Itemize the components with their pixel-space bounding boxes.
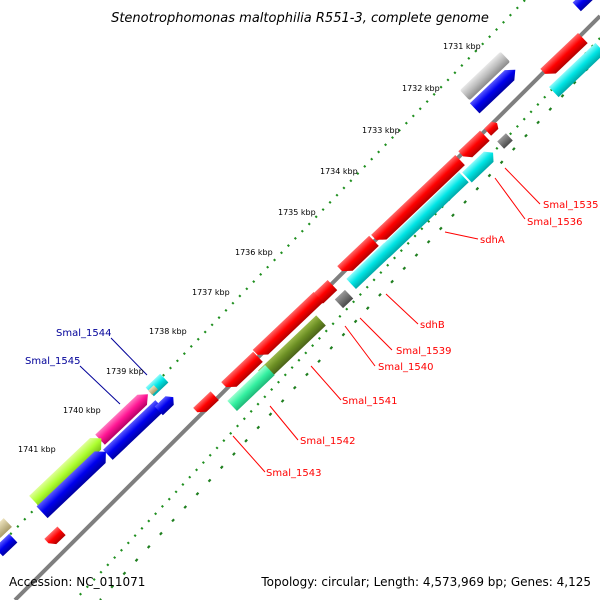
leader-smal-1539 — [359, 317, 393, 351]
leader-sdhb — [385, 293, 419, 325]
leader-smal-1545 — [79, 365, 121, 405]
feature-sdha[interactable] — [371, 154, 465, 245]
feature-forward-blue-top[interactable] — [469, 65, 520, 114]
feature-reverse-darkgray-b[interactable] — [334, 289, 354, 309]
feature-smal-1541[interactable] — [221, 351, 263, 392]
tick-1736: 1736 kbp — [235, 248, 273, 257]
leader-smal-1542 — [269, 405, 299, 441]
gene-label-smal-1545[interactable]: Smal_1545 — [25, 356, 80, 367]
leader-smal-1543 — [232, 435, 266, 473]
feature-smal-1543[interactable] — [193, 391, 219, 416]
gc-skew-track-dots — [74, 37, 600, 600]
tick-1740: 1740 kbp — [63, 406, 101, 415]
genome-summary-text: Topology: circular; Length: 4,573,969 bp… — [260, 575, 591, 589]
leader-sdha — [444, 231, 479, 240]
feature-reverse-red-low[interactable] — [44, 526, 66, 547]
feature-reverse-cyan-long-1[interactable] — [379, 172, 469, 258]
gene-label-sdhb[interactable]: sdhB — [420, 320, 445, 331]
feature-smal-1542-seafoam[interactable] — [227, 365, 275, 411]
tick-1734: 1734 kbp — [320, 167, 358, 176]
feature-forward-blue-edge-low[interactable] — [0, 533, 18, 557]
feature-forward-gray[interactable] — [460, 52, 510, 101]
feature-sdhb[interactable] — [337, 235, 379, 276]
feature-smal-1535[interactable] — [484, 120, 500, 136]
feature-smal-1544-tan[interactable] — [148, 385, 158, 395]
leader-smal-1536 — [494, 177, 526, 220]
leader-smal-1544 — [110, 337, 148, 376]
tick-1737: 1737 kbp — [192, 288, 230, 297]
feature-forward-blue-low[interactable] — [36, 446, 112, 519]
feature-reverse-cyan-top[interactable] — [548, 42, 600, 98]
tick-1738: 1738 kbp — [149, 327, 187, 336]
tick-1735: 1735 kbp — [278, 208, 316, 217]
feature-reverse-darkgray-a[interactable] — [497, 133, 513, 149]
feature-reverse-cyan-short[interactable] — [462, 148, 498, 183]
feature-smal-1536[interactable] — [458, 130, 490, 162]
accession-text: Accession: NC_011071 — [9, 575, 145, 589]
tick-1733: 1733 kbp — [362, 126, 400, 135]
gene-label-smal-1541[interactable]: Smal_1541 — [342, 396, 397, 407]
feature-smal-1542-olive[interactable] — [258, 315, 326, 381]
feature-forward-blue-edge[interactable] — [572, 0, 596, 12]
tick-1739: 1739 kbp — [106, 367, 144, 376]
tick-1732: 1732 kbp — [402, 84, 440, 93]
feature-forward-blue-small[interactable] — [154, 393, 178, 416]
feature-smal-1544[interactable] — [145, 373, 169, 397]
map-title: Stenotrophomonas maltophilia R551-3, com… — [111, 11, 489, 26]
feature-reverse-cyan-long-2[interactable] — [346, 243, 394, 289]
feature-smal-1540[interactable] — [252, 292, 324, 360]
tick-1731: 1731 kbp — [443, 42, 481, 51]
gene-label-smal-1540[interactable]: Smal_1540 — [378, 362, 433, 373]
gene-label-smal-1539[interactable]: Smal_1539 — [396, 346, 451, 357]
leader-smal-1535 — [504, 167, 541, 205]
gene-label-smal-1542[interactable]: Smal_1542 — [300, 436, 355, 447]
gene-label-smal-1535[interactable]: Smal_1535 — [543, 200, 598, 211]
feature-forward-red-top[interactable] — [540, 33, 588, 79]
tick-1741: 1741 kbp — [18, 445, 56, 454]
leader-smal-1540 — [344, 325, 376, 367]
gene-label-sdha[interactable]: sdhA — [480, 235, 505, 246]
leader-smal-1541 — [310, 365, 342, 401]
gene-label-smal-1543[interactable]: Smal_1543 — [266, 468, 321, 479]
gene-label-smal-1536[interactable]: Smal_1536 — [527, 217, 582, 228]
gene-label-smal-1544[interactable]: Smal_1544 — [56, 328, 111, 339]
feature-forward-tan-edge[interactable] — [0, 518, 12, 538]
feature-reverse-blue-mid[interactable] — [103, 400, 165, 460]
feature-forward-lime[interactable] — [29, 433, 107, 508]
feature-smal-1545[interactable] — [95, 389, 153, 445]
